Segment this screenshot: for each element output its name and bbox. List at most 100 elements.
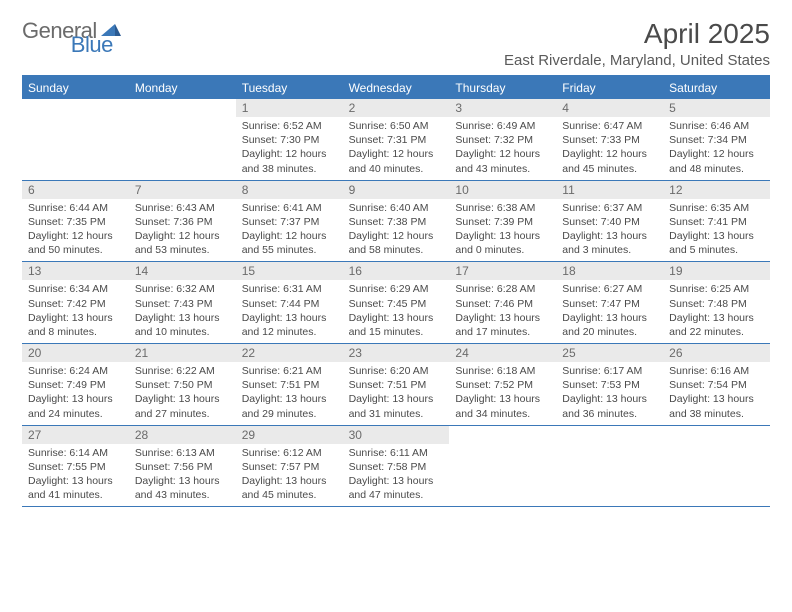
sunrise-text: Sunrise: 6:13 AM: [135, 446, 230, 460]
sunset-text: Sunset: 7:44 PM: [242, 297, 337, 311]
day-header-sunday: Sunday: [22, 77, 129, 99]
calendar-cell: 18Sunrise: 6:27 AMSunset: 7:47 PMDayligh…: [556, 262, 663, 343]
day-details: Sunrise: 6:21 AMSunset: 7:51 PMDaylight:…: [236, 362, 343, 425]
day-number: 19: [663, 262, 770, 280]
day-details: Sunrise: 6:14 AMSunset: 7:55 PMDaylight:…: [22, 444, 129, 507]
header: General Blue April 2025 East Riverdale, …: [22, 18, 770, 69]
sunrise-text: Sunrise: 6:25 AM: [669, 282, 764, 296]
sunrise-text: Sunrise: 6:18 AM: [455, 364, 550, 378]
day-details: Sunrise: 6:12 AMSunset: 7:57 PMDaylight:…: [236, 444, 343, 507]
day-number: 8: [236, 181, 343, 199]
sunrise-text: Sunrise: 6:31 AM: [242, 282, 337, 296]
day-details: Sunrise: 6:31 AMSunset: 7:44 PMDaylight:…: [236, 280, 343, 343]
month-title: April 2025: [504, 18, 770, 50]
day-details: Sunrise: 6:27 AMSunset: 7:47 PMDaylight:…: [556, 280, 663, 343]
calendar-cell: 20Sunrise: 6:24 AMSunset: 7:49 PMDayligh…: [22, 344, 129, 425]
day-details: Sunrise: 6:25 AMSunset: 7:48 PMDaylight:…: [663, 280, 770, 343]
daylight-text: Daylight: 12 hours and 40 minutes.: [349, 147, 444, 175]
sunset-text: Sunset: 7:51 PM: [242, 378, 337, 392]
calendar-cell: 24Sunrise: 6:18 AMSunset: 7:52 PMDayligh…: [449, 344, 556, 425]
day-details: Sunrise: 6:41 AMSunset: 7:37 PMDaylight:…: [236, 199, 343, 262]
day-number: 11: [556, 181, 663, 199]
day-details: Sunrise: 6:16 AMSunset: 7:54 PMDaylight:…: [663, 362, 770, 425]
day-number: 18: [556, 262, 663, 280]
sunset-text: Sunset: 7:46 PM: [455, 297, 550, 311]
day-details: Sunrise: 6:38 AMSunset: 7:39 PMDaylight:…: [449, 199, 556, 262]
daylight-text: Daylight: 13 hours and 10 minutes.: [135, 311, 230, 339]
calendar-cell: 6Sunrise: 6:44 AMSunset: 7:35 PMDaylight…: [22, 181, 129, 262]
sunset-text: Sunset: 7:45 PM: [349, 297, 444, 311]
sunset-text: Sunset: 7:50 PM: [135, 378, 230, 392]
sunrise-text: Sunrise: 6:40 AM: [349, 201, 444, 215]
sunset-text: Sunset: 7:56 PM: [135, 460, 230, 474]
calendar-cell: .: [449, 426, 556, 507]
day-number: 2: [343, 99, 450, 117]
daylight-text: Daylight: 12 hours and 43 minutes.: [455, 147, 550, 175]
sunrise-text: Sunrise: 6:52 AM: [242, 119, 337, 133]
day-number: 4: [556, 99, 663, 117]
day-number: 26: [663, 344, 770, 362]
sunrise-text: Sunrise: 6:11 AM: [349, 446, 444, 460]
day-header-tuesday: Tuesday: [236, 77, 343, 99]
day-number: 20: [22, 344, 129, 362]
day-details: Sunrise: 6:18 AMSunset: 7:52 PMDaylight:…: [449, 362, 556, 425]
daylight-text: Daylight: 13 hours and 22 minutes.: [669, 311, 764, 339]
daylight-text: Daylight: 12 hours and 48 minutes.: [669, 147, 764, 175]
day-number: 28: [129, 426, 236, 444]
daylight-text: Daylight: 13 hours and 43 minutes.: [135, 474, 230, 502]
daylight-text: Daylight: 13 hours and 24 minutes.: [28, 392, 123, 420]
day-details: Sunrise: 6:40 AMSunset: 7:38 PMDaylight:…: [343, 199, 450, 262]
day-details: Sunrise: 6:32 AMSunset: 7:43 PMDaylight:…: [129, 280, 236, 343]
daylight-text: Daylight: 13 hours and 34 minutes.: [455, 392, 550, 420]
daylight-text: Daylight: 13 hours and 31 minutes.: [349, 392, 444, 420]
sunset-text: Sunset: 7:36 PM: [135, 215, 230, 229]
daylight-text: Daylight: 13 hours and 38 minutes.: [669, 392, 764, 420]
daylight-text: Daylight: 13 hours and 29 minutes.: [242, 392, 337, 420]
day-details: Sunrise: 6:34 AMSunset: 7:42 PMDaylight:…: [22, 280, 129, 343]
calendar-cell: 10Sunrise: 6:38 AMSunset: 7:39 PMDayligh…: [449, 181, 556, 262]
calendar-cell: 29Sunrise: 6:12 AMSunset: 7:57 PMDayligh…: [236, 426, 343, 507]
daylight-text: Daylight: 12 hours and 50 minutes.: [28, 229, 123, 257]
calendar-cell: 27Sunrise: 6:14 AMSunset: 7:55 PMDayligh…: [22, 426, 129, 507]
sunrise-text: Sunrise: 6:47 AM: [562, 119, 657, 133]
daylight-text: Daylight: 13 hours and 17 minutes.: [455, 311, 550, 339]
calendar-cell: 14Sunrise: 6:32 AMSunset: 7:43 PMDayligh…: [129, 262, 236, 343]
daylight-text: Daylight: 13 hours and 15 minutes.: [349, 311, 444, 339]
day-number: 17: [449, 262, 556, 280]
sunrise-text: Sunrise: 6:44 AM: [28, 201, 123, 215]
calendar-cell: 11Sunrise: 6:37 AMSunset: 7:40 PMDayligh…: [556, 181, 663, 262]
calendar-cell: .: [556, 426, 663, 507]
sunset-text: Sunset: 7:53 PM: [562, 378, 657, 392]
daylight-text: Daylight: 13 hours and 3 minutes.: [562, 229, 657, 257]
sunrise-text: Sunrise: 6:34 AM: [28, 282, 123, 296]
sunset-text: Sunset: 7:48 PM: [669, 297, 764, 311]
daylight-text: Daylight: 13 hours and 8 minutes.: [28, 311, 123, 339]
calendar-cell: 21Sunrise: 6:22 AMSunset: 7:50 PMDayligh…: [129, 344, 236, 425]
calendar-cell: 15Sunrise: 6:31 AMSunset: 7:44 PMDayligh…: [236, 262, 343, 343]
sunrise-text: Sunrise: 6:24 AM: [28, 364, 123, 378]
daylight-text: Daylight: 13 hours and 36 minutes.: [562, 392, 657, 420]
sunset-text: Sunset: 7:37 PM: [242, 215, 337, 229]
calendar-cell: 17Sunrise: 6:28 AMSunset: 7:46 PMDayligh…: [449, 262, 556, 343]
day-number: 30: [343, 426, 450, 444]
day-number: 22: [236, 344, 343, 362]
sunrise-text: Sunrise: 6:17 AM: [562, 364, 657, 378]
day-details: Sunrise: 6:29 AMSunset: 7:45 PMDaylight:…: [343, 280, 450, 343]
sunset-text: Sunset: 7:39 PM: [455, 215, 550, 229]
week-row: 13Sunrise: 6:34 AMSunset: 7:42 PMDayligh…: [22, 262, 770, 344]
day-number: 6: [22, 181, 129, 199]
sunrise-text: Sunrise: 6:43 AM: [135, 201, 230, 215]
daylight-text: Daylight: 13 hours and 20 minutes.: [562, 311, 657, 339]
daylight-text: Daylight: 13 hours and 45 minutes.: [242, 474, 337, 502]
day-details: Sunrise: 6:52 AMSunset: 7:30 PMDaylight:…: [236, 117, 343, 180]
sunrise-text: Sunrise: 6:22 AM: [135, 364, 230, 378]
day-number: 25: [556, 344, 663, 362]
daylight-text: Daylight: 13 hours and 0 minutes.: [455, 229, 550, 257]
daylight-text: Daylight: 12 hours and 45 minutes.: [562, 147, 657, 175]
day-number: 3: [449, 99, 556, 117]
daylight-text: Daylight: 13 hours and 5 minutes.: [669, 229, 764, 257]
day-details: Sunrise: 6:11 AMSunset: 7:58 PMDaylight:…: [343, 444, 450, 507]
sunrise-text: Sunrise: 6:27 AM: [562, 282, 657, 296]
day-details: Sunrise: 6:17 AMSunset: 7:53 PMDaylight:…: [556, 362, 663, 425]
day-details: Sunrise: 6:49 AMSunset: 7:32 PMDaylight:…: [449, 117, 556, 180]
